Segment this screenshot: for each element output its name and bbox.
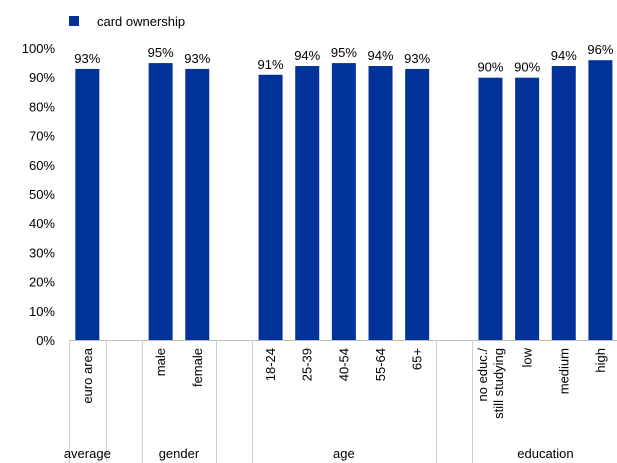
bar-value-label: 93% [404, 51, 430, 66]
legend: card ownership [69, 13, 185, 29]
group-label: age [333, 446, 355, 461]
y-tick-label: 30% [29, 245, 55, 260]
bar-value-label: 96% [587, 42, 613, 57]
bar-value-label: 90% [514, 60, 540, 75]
legend-label: card ownership [97, 13, 186, 29]
category-label: low [520, 347, 535, 367]
bar-value-label: 93% [74, 51, 100, 66]
category-label: 25-39 [300, 348, 315, 381]
y-tick-label: 70% [29, 129, 55, 144]
category-label: male [153, 348, 168, 376]
group-label: average [64, 446, 111, 461]
category-label: 55-64 [373, 348, 388, 381]
category-label: 18-24 [263, 348, 278, 381]
bar [295, 66, 320, 341]
bar [405, 68, 430, 341]
bar-value-label: 94% [551, 48, 577, 63]
category-label: 65+ [410, 348, 425, 370]
bar [515, 77, 540, 341]
category-label: euro area [80, 347, 95, 403]
y-tick-label: 40% [29, 216, 55, 231]
bar-value-label: 95% [148, 45, 174, 60]
y-tick-label: 90% [29, 70, 55, 85]
y-tick-label: 80% [29, 99, 55, 114]
bar-value-label: 94% [368, 48, 394, 63]
category-label: female [190, 348, 205, 387]
bar [331, 63, 356, 341]
bar [368, 66, 393, 341]
bar-value-label: 95% [331, 45, 357, 60]
bar-value-label: 93% [184, 51, 210, 66]
bar-value-label: 94% [294, 48, 320, 63]
category-label: 40-54 [336, 348, 351, 381]
bar [551, 66, 576, 341]
y-tick-label: 100% [22, 41, 56, 56]
y-tick-label: 20% [29, 275, 55, 290]
bar [75, 68, 100, 341]
y-tick-label: 0% [36, 333, 55, 348]
y-tick-label: 60% [29, 158, 55, 173]
y-tick-label: 10% [29, 304, 55, 319]
bar-value-label: 90% [477, 60, 503, 75]
group-label: gender [159, 446, 200, 461]
bar [588, 60, 613, 341]
bar [148, 63, 173, 341]
category-label: high [593, 348, 608, 373]
category-label: medium [556, 348, 571, 394]
group-label: education [517, 446, 573, 461]
category-label: still studying [491, 348, 506, 419]
bar [185, 68, 210, 341]
category-label: no educ./ [475, 348, 490, 402]
bar [258, 74, 283, 341]
legend-swatch [69, 16, 79, 26]
y-tick-label: 50% [29, 187, 55, 202]
bar-value-label: 91% [258, 57, 284, 72]
bar [478, 77, 503, 341]
